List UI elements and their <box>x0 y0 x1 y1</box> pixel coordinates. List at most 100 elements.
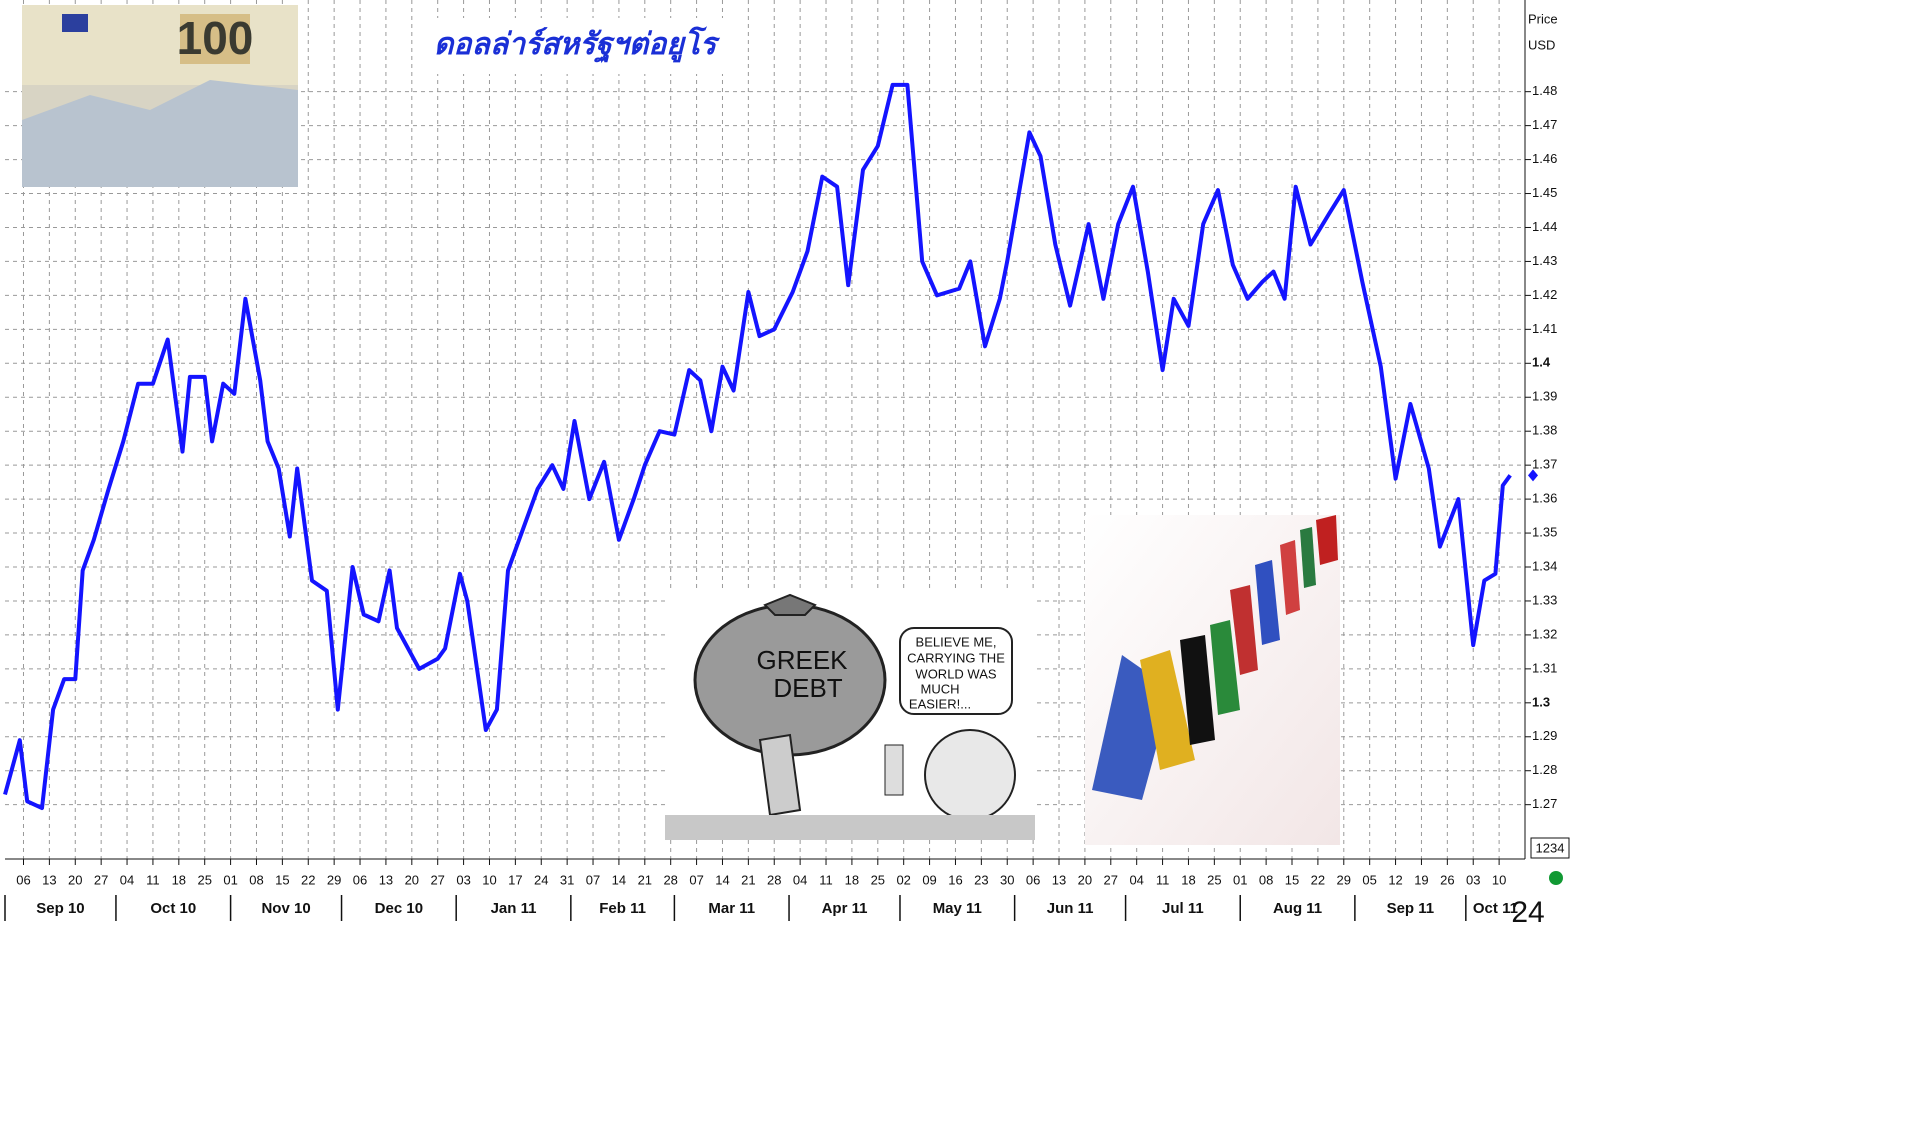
x-tick-label: 27 <box>94 872 108 887</box>
x-tick-label: 07 <box>586 872 600 887</box>
domino-image <box>1085 515 1340 845</box>
y-tick-label: 1.39 <box>1532 389 1557 404</box>
x-tick-label: 11 <box>146 872 160 887</box>
y-tick-label: 1.4 <box>1532 355 1551 370</box>
cartoon-image: GREEK DEBT BELIEVE ME, CARRYING THE WORL… <box>665 592 1035 840</box>
x-tick-label: 06 <box>1026 872 1040 887</box>
y-tick-label: 1.31 <box>1532 660 1557 675</box>
x-tick-label: 24 <box>534 872 548 887</box>
x-tick-label: 22 <box>1311 872 1325 887</box>
y-tick-label: 1.41 <box>1532 321 1557 336</box>
chart-title: ดอลล่าร์สหรัฐฯต่อยูโร <box>434 26 721 64</box>
x-tick-label: 22 <box>301 872 315 887</box>
x-tick-label: 21 <box>638 872 652 887</box>
ground <box>665 815 1035 840</box>
month-label: Jun 11 <box>1047 900 1094 917</box>
month-label: Feb 11 <box>599 900 646 917</box>
y-tick-label: 1.45 <box>1532 185 1557 200</box>
x-tick-label: 18 <box>845 872 859 887</box>
banknote-value: 100 <box>177 12 254 64</box>
y-tick-label: 1.33 <box>1532 592 1557 607</box>
speech-text: CARRYING THE <box>907 650 1005 665</box>
month-label: Dec 10 <box>375 900 423 917</box>
y-tick-label: 1.35 <box>1532 524 1557 539</box>
month-label: Apr 11 <box>822 900 868 917</box>
y-tick-label: 1.27 <box>1532 796 1557 811</box>
y-tick-label: 1.28 <box>1532 762 1557 777</box>
y-tick-label: 1.37 <box>1532 457 1557 472</box>
x-tick-label: 18 <box>1181 872 1195 887</box>
x-tick-label: 21 <box>741 872 755 887</box>
x-tick-label: 28 <box>767 872 781 887</box>
speech-text: BELIEVE ME, <box>916 634 997 649</box>
y-tick-label: 1.47 <box>1532 117 1557 132</box>
globe <box>925 730 1015 820</box>
x-tick-label: 13 <box>1052 872 1066 887</box>
y-tick-label: 1.43 <box>1532 253 1557 268</box>
x-tick-label: 29 <box>1337 872 1351 887</box>
x-tick-label: 15 <box>275 872 289 887</box>
x-tick-label: 03 <box>456 872 470 887</box>
month-label: Sep 11 <box>1387 900 1435 917</box>
x-tick-label: 09 <box>922 872 936 887</box>
x-tick-label: 01 <box>1233 872 1247 887</box>
x-tick-label: 10 <box>482 872 496 887</box>
x-tick-label: 25 <box>1207 872 1221 887</box>
eu-flag <box>62 14 88 32</box>
x-tick-label: 28 <box>663 872 677 887</box>
x-tick-label: 08 <box>1259 872 1273 887</box>
x-tick-label: 25 <box>871 872 885 887</box>
x-tick-label: 26 <box>1440 872 1454 887</box>
x-tick-label: 27 <box>430 872 444 887</box>
x-tick-label: 01 <box>223 872 237 887</box>
x-tick-label: 29 <box>327 872 341 887</box>
x-tick-label: 03 <box>1466 872 1480 887</box>
banknote-image: 100 <box>22 5 298 187</box>
x-tick-label: 19 <box>1414 872 1428 887</box>
month-label: May 11 <box>933 900 982 917</box>
month-label: Jul 11 <box>1162 900 1204 917</box>
x-tick-label: 14 <box>715 872 729 887</box>
x-tick-label: 02 <box>896 872 910 887</box>
y-tick-label: 1.3 <box>1532 694 1550 709</box>
x-tick-label: 13 <box>42 872 56 887</box>
x-tick-label: 13 <box>379 872 393 887</box>
x-tick-label: 17 <box>508 872 522 887</box>
x-tick-label: 05 <box>1362 872 1376 887</box>
x-tick-label: 25 <box>197 872 211 887</box>
month-label: Mar 11 <box>708 900 755 917</box>
x-tick-label: 12 <box>1388 872 1402 887</box>
x-tick-label: 20 <box>68 872 82 887</box>
y-tick-label: 1.44 <box>1532 219 1557 234</box>
y-tick-label: 1.32 <box>1532 626 1557 641</box>
month-label: Oct 10 <box>150 900 196 917</box>
speech-text: EASIER!... <box>909 696 971 711</box>
month-label: Sep 10 <box>36 900 84 917</box>
page-number: 24 <box>1511 896 1544 929</box>
x-tick-label: 14 <box>612 872 626 887</box>
x-tick-label: 06 <box>16 872 30 887</box>
status-dot <box>1549 871 1563 885</box>
x-tick-label: 10 <box>1492 872 1506 887</box>
child <box>885 745 903 795</box>
x-tick-label: 18 <box>172 872 186 887</box>
month-label: Nov 10 <box>261 900 310 917</box>
x-tick-label: 08 <box>249 872 263 887</box>
y-tick-label: 1.46 <box>1532 151 1557 166</box>
y-axis-label: Price <box>1528 11 1558 26</box>
month-label: Aug 11 <box>1273 900 1322 917</box>
x-tick-label: 11 <box>819 872 833 887</box>
y-tick-label: 1.48 <box>1532 83 1557 98</box>
x-tick-label: 20 <box>1078 872 1092 887</box>
sack-text: DEBT <box>773 673 842 703</box>
x-tick-label: 31 <box>560 872 574 887</box>
x-tick-label: 20 <box>405 872 419 887</box>
x-tick-label: 07 <box>689 872 703 887</box>
y-axis-label: USD <box>1528 37 1555 52</box>
price-box-label: 1234 <box>1536 840 1565 855</box>
y-tick-label: 1.34 <box>1532 558 1557 573</box>
x-tick-label: 06 <box>353 872 367 887</box>
x-tick-label: 04 <box>1129 872 1143 887</box>
x-tick-label: 15 <box>1285 872 1299 887</box>
x-tick-label: 30 <box>1000 872 1014 887</box>
